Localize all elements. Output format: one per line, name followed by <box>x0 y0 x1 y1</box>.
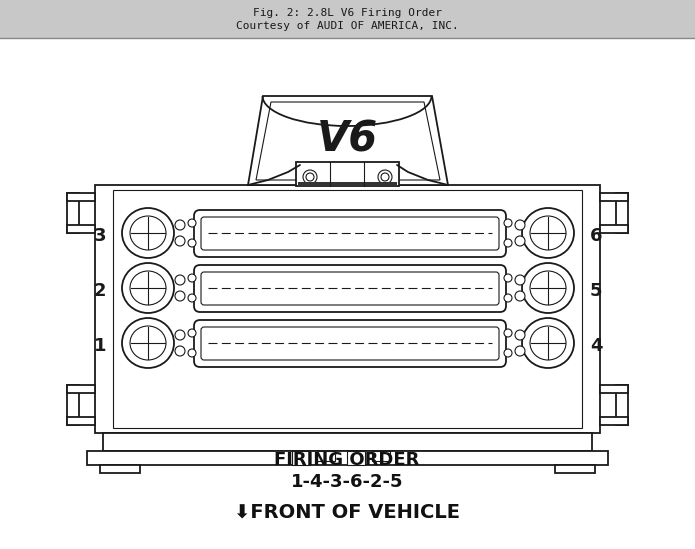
Circle shape <box>188 274 196 282</box>
Text: FIRING ORDER: FIRING ORDER <box>275 451 420 469</box>
Ellipse shape <box>122 263 174 313</box>
Circle shape <box>504 219 512 227</box>
Bar <box>67 385 79 425</box>
Bar <box>292 451 310 465</box>
Text: ⬇FRONT OF VEHICLE: ⬇FRONT OF VEHICLE <box>234 502 460 522</box>
Circle shape <box>504 294 512 302</box>
Bar <box>87 451 608 465</box>
Ellipse shape <box>130 271 166 305</box>
Bar <box>298 182 397 186</box>
Ellipse shape <box>130 216 166 250</box>
Circle shape <box>515 291 525 301</box>
Ellipse shape <box>522 263 574 313</box>
Circle shape <box>504 239 512 247</box>
Circle shape <box>515 330 525 340</box>
Text: Courtesy of AUDI OF AMERICA, INC.: Courtesy of AUDI OF AMERICA, INC. <box>236 21 459 31</box>
Circle shape <box>188 219 196 227</box>
Circle shape <box>175 330 185 340</box>
Bar <box>600 417 628 425</box>
Bar <box>67 417 95 425</box>
Circle shape <box>381 173 389 181</box>
Bar <box>0 0 695 38</box>
Circle shape <box>303 170 317 184</box>
Circle shape <box>378 170 392 184</box>
Text: 2: 2 <box>94 282 106 300</box>
Bar <box>600 225 628 233</box>
Bar <box>67 225 95 233</box>
Circle shape <box>504 274 512 282</box>
Ellipse shape <box>122 208 174 258</box>
Text: 1-4-3-6-2-5: 1-4-3-6-2-5 <box>291 473 403 491</box>
Circle shape <box>188 329 196 337</box>
Text: Fig. 2: 2.8L V6 Firing Order: Fig. 2: 2.8L V6 Firing Order <box>253 8 442 18</box>
FancyBboxPatch shape <box>194 320 506 367</box>
Text: 1: 1 <box>94 337 106 355</box>
Circle shape <box>175 291 185 301</box>
Ellipse shape <box>530 326 566 360</box>
Bar <box>103 433 592 451</box>
Circle shape <box>504 349 512 357</box>
FancyBboxPatch shape <box>194 210 506 257</box>
Bar <box>347 451 365 465</box>
FancyBboxPatch shape <box>194 265 506 312</box>
Circle shape <box>515 275 525 285</box>
Bar <box>67 193 79 233</box>
Ellipse shape <box>522 208 574 258</box>
Bar <box>113 190 582 428</box>
Bar <box>95 185 600 433</box>
Circle shape <box>175 275 185 285</box>
Text: 4: 4 <box>590 337 603 355</box>
Ellipse shape <box>530 271 566 305</box>
Polygon shape <box>248 96 448 185</box>
Bar <box>100 465 140 473</box>
Circle shape <box>515 220 525 230</box>
Bar <box>372 451 390 461</box>
Bar <box>67 193 95 201</box>
Circle shape <box>175 346 185 356</box>
Bar <box>67 385 95 393</box>
Bar <box>296 162 399 186</box>
Bar <box>616 385 628 425</box>
Ellipse shape <box>530 216 566 250</box>
Bar <box>600 193 628 201</box>
Circle shape <box>188 349 196 357</box>
Bar <box>600 385 628 393</box>
Ellipse shape <box>522 318 574 368</box>
Ellipse shape <box>122 318 174 368</box>
Ellipse shape <box>130 326 166 360</box>
Circle shape <box>188 294 196 302</box>
Text: 6: 6 <box>590 227 603 245</box>
Text: 3: 3 <box>94 227 106 245</box>
Circle shape <box>515 346 525 356</box>
Circle shape <box>175 236 185 246</box>
Circle shape <box>515 236 525 246</box>
Text: V6: V6 <box>316 119 377 161</box>
Text: 5: 5 <box>590 282 603 300</box>
Circle shape <box>306 173 314 181</box>
Bar <box>317 451 335 461</box>
Bar <box>555 465 595 473</box>
Circle shape <box>188 239 196 247</box>
Circle shape <box>504 329 512 337</box>
Circle shape <box>175 220 185 230</box>
Bar <box>616 193 628 233</box>
